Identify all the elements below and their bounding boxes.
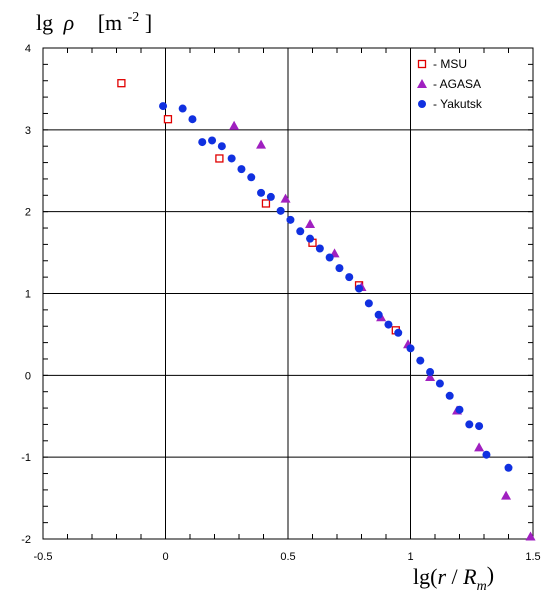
data-point-yakutsk	[276, 206, 285, 215]
data-point-yakutsk	[217, 142, 226, 151]
data-point-yakutsk	[296, 227, 305, 236]
data-point-yakutsk	[335, 264, 344, 273]
data-point-yakutsk	[257, 188, 266, 197]
legend-marker-yakutsk	[418, 100, 426, 108]
x-tick-label: 0.5	[280, 551, 295, 563]
data-point-yakutsk	[227, 154, 236, 163]
y-tick-label: 0	[25, 370, 31, 382]
ticks	[42, 47, 534, 540]
legend-label-msu: - MSU	[433, 57, 467, 71]
data-point-yakutsk	[416, 356, 425, 365]
y-tick-label: 1	[25, 289, 31, 301]
data-point-agasa	[425, 371, 436, 381]
data-point-yakutsk	[345, 273, 354, 282]
data-point-yakutsk	[247, 173, 256, 182]
legend-marker-msu	[417, 59, 427, 69]
data-point-yakutsk	[465, 420, 474, 429]
data-point-yakutsk	[364, 299, 373, 308]
y-axis-title-symbol: ρ	[63, 10, 75, 35]
data-point-agasa	[256, 139, 267, 149]
data-point-agasa	[501, 490, 512, 500]
legend-marker-agasa	[417, 79, 427, 88]
x-tick-label: -0.5	[34, 551, 53, 563]
x-axis-title-prefix: lg(	[413, 564, 437, 589]
data-point-yakutsk	[384, 320, 393, 329]
data-point-msu	[163, 115, 173, 124]
data-point-yakutsk	[455, 405, 464, 414]
data-point-yakutsk	[266, 192, 275, 201]
data-point-yakutsk	[325, 253, 334, 262]
tick-labels: -0.5 0 0.5 1 1.5 -2 -1 0 1 2 3 4	[21, 43, 540, 563]
data-point-yakutsk	[475, 422, 484, 431]
data-point-agasa	[280, 193, 291, 203]
y-axis-title-unit: [m	[98, 10, 122, 35]
legend-label-yakutsk: - Yakutsk	[433, 97, 483, 111]
y-axis-title-base: lg	[36, 10, 53, 35]
data-point-msu	[215, 154, 224, 163]
data-point-yakutsk	[482, 450, 491, 459]
data-point-msu	[261, 199, 271, 208]
data-point-yakutsk	[435, 379, 444, 388]
data-point-yakutsk	[178, 104, 187, 113]
data-point-yakutsk	[445, 391, 454, 400]
y-tick-label: 3	[25, 125, 31, 137]
data-point-agasa	[305, 218, 316, 228]
x-tick-label: 0	[162, 551, 168, 563]
y-tick-label: 2	[25, 207, 31, 219]
y-tick-label: 4	[25, 43, 31, 55]
x-axis-title-denom: R	[462, 564, 477, 589]
y-axis-title-unit-close: ]	[145, 10, 152, 35]
data-point-yakutsk	[426, 368, 435, 377]
data-point-yakutsk	[286, 215, 295, 224]
data-point-yakutsk	[237, 165, 246, 174]
x-tick-label: 1	[407, 551, 413, 563]
data-point-yakutsk	[315, 244, 324, 253]
data-point-msu	[117, 79, 126, 88]
data-point-agasa	[474, 442, 485, 452]
data-point-yakutsk	[394, 328, 403, 337]
data-point-yakutsk	[159, 102, 168, 111]
x-axis-title-slash: /	[446, 564, 463, 589]
data-point-yakutsk	[355, 284, 364, 293]
y-tick-label: -1	[21, 452, 31, 464]
y-axis-title-unit-exponent: -2	[128, 10, 140, 25]
y-axis-title: lg ρ [m -2 ]	[36, 1, 152, 35]
x-axis-title-suffix: )	[487, 562, 494, 587]
data-point-agasa	[229, 120, 240, 130]
data-point-yakutsk	[208, 136, 217, 145]
data-point-agasa	[525, 531, 536, 541]
data-point-yakutsk	[504, 463, 513, 472]
grid	[43, 48, 533, 539]
x-axis-title: lg(r / Rm)	[413, 562, 494, 594]
x-tick-label: 1.5	[525, 551, 540, 563]
y-tick-label: -2	[21, 534, 31, 546]
data-point-yakutsk	[374, 310, 383, 319]
x-axis-title-var: r	[437, 564, 446, 589]
legend-label-agasa: - AGASA	[433, 77, 481, 91]
data-point-yakutsk	[188, 115, 197, 124]
data-point-yakutsk	[306, 234, 315, 243]
legend: - MSU - AGASA - Yakutsk	[417, 57, 483, 111]
data-points	[117, 79, 536, 541]
x-axis-title-subscript: m	[477, 579, 487, 594]
data-point-yakutsk	[198, 138, 207, 147]
data-point-yakutsk	[406, 344, 415, 353]
